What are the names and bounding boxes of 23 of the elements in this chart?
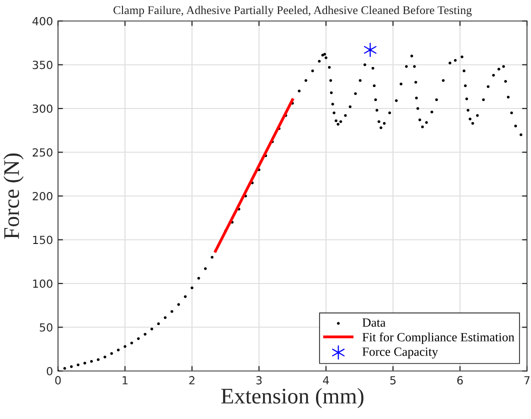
x-tick-label: 7 xyxy=(524,376,530,384)
x-tick-label: 6 xyxy=(457,376,463,384)
legend-label: Force Capacity xyxy=(362,348,438,358)
x-axis-title: Extension (mm) xyxy=(221,388,364,408)
y-tick-label: 400 xyxy=(32,16,52,26)
x-tick-label: 4 xyxy=(323,376,329,384)
legend-label: Fit for Compliance Estimation xyxy=(362,332,514,344)
y-tick-label: 350 xyxy=(32,60,52,70)
x-tick-label: 0 xyxy=(55,376,61,384)
x-tick-label: 1 xyxy=(122,376,128,384)
x-tick-label: 3 xyxy=(256,376,262,384)
y-tick-label: 250 xyxy=(32,148,52,157)
y-axis-title: Force (N) xyxy=(3,153,24,239)
legend-label: Data xyxy=(362,318,386,327)
chart-title: Clamp Failure, Adhesive Partially Peeled, Adhesive Cleaned Before Testing xyxy=(114,6,472,17)
y-tick-label: 300 xyxy=(32,104,52,113)
x-tick-label: 5 xyxy=(390,376,396,384)
y-tick-label: 100 xyxy=(33,279,52,288)
x-tick-label: 2 xyxy=(189,376,194,384)
y-tick-label: 150 xyxy=(33,236,52,244)
y-tick-label: 0 xyxy=(46,366,52,376)
y-tick-label: 50 xyxy=(40,323,52,332)
y-tick-label: 200 xyxy=(32,192,52,200)
